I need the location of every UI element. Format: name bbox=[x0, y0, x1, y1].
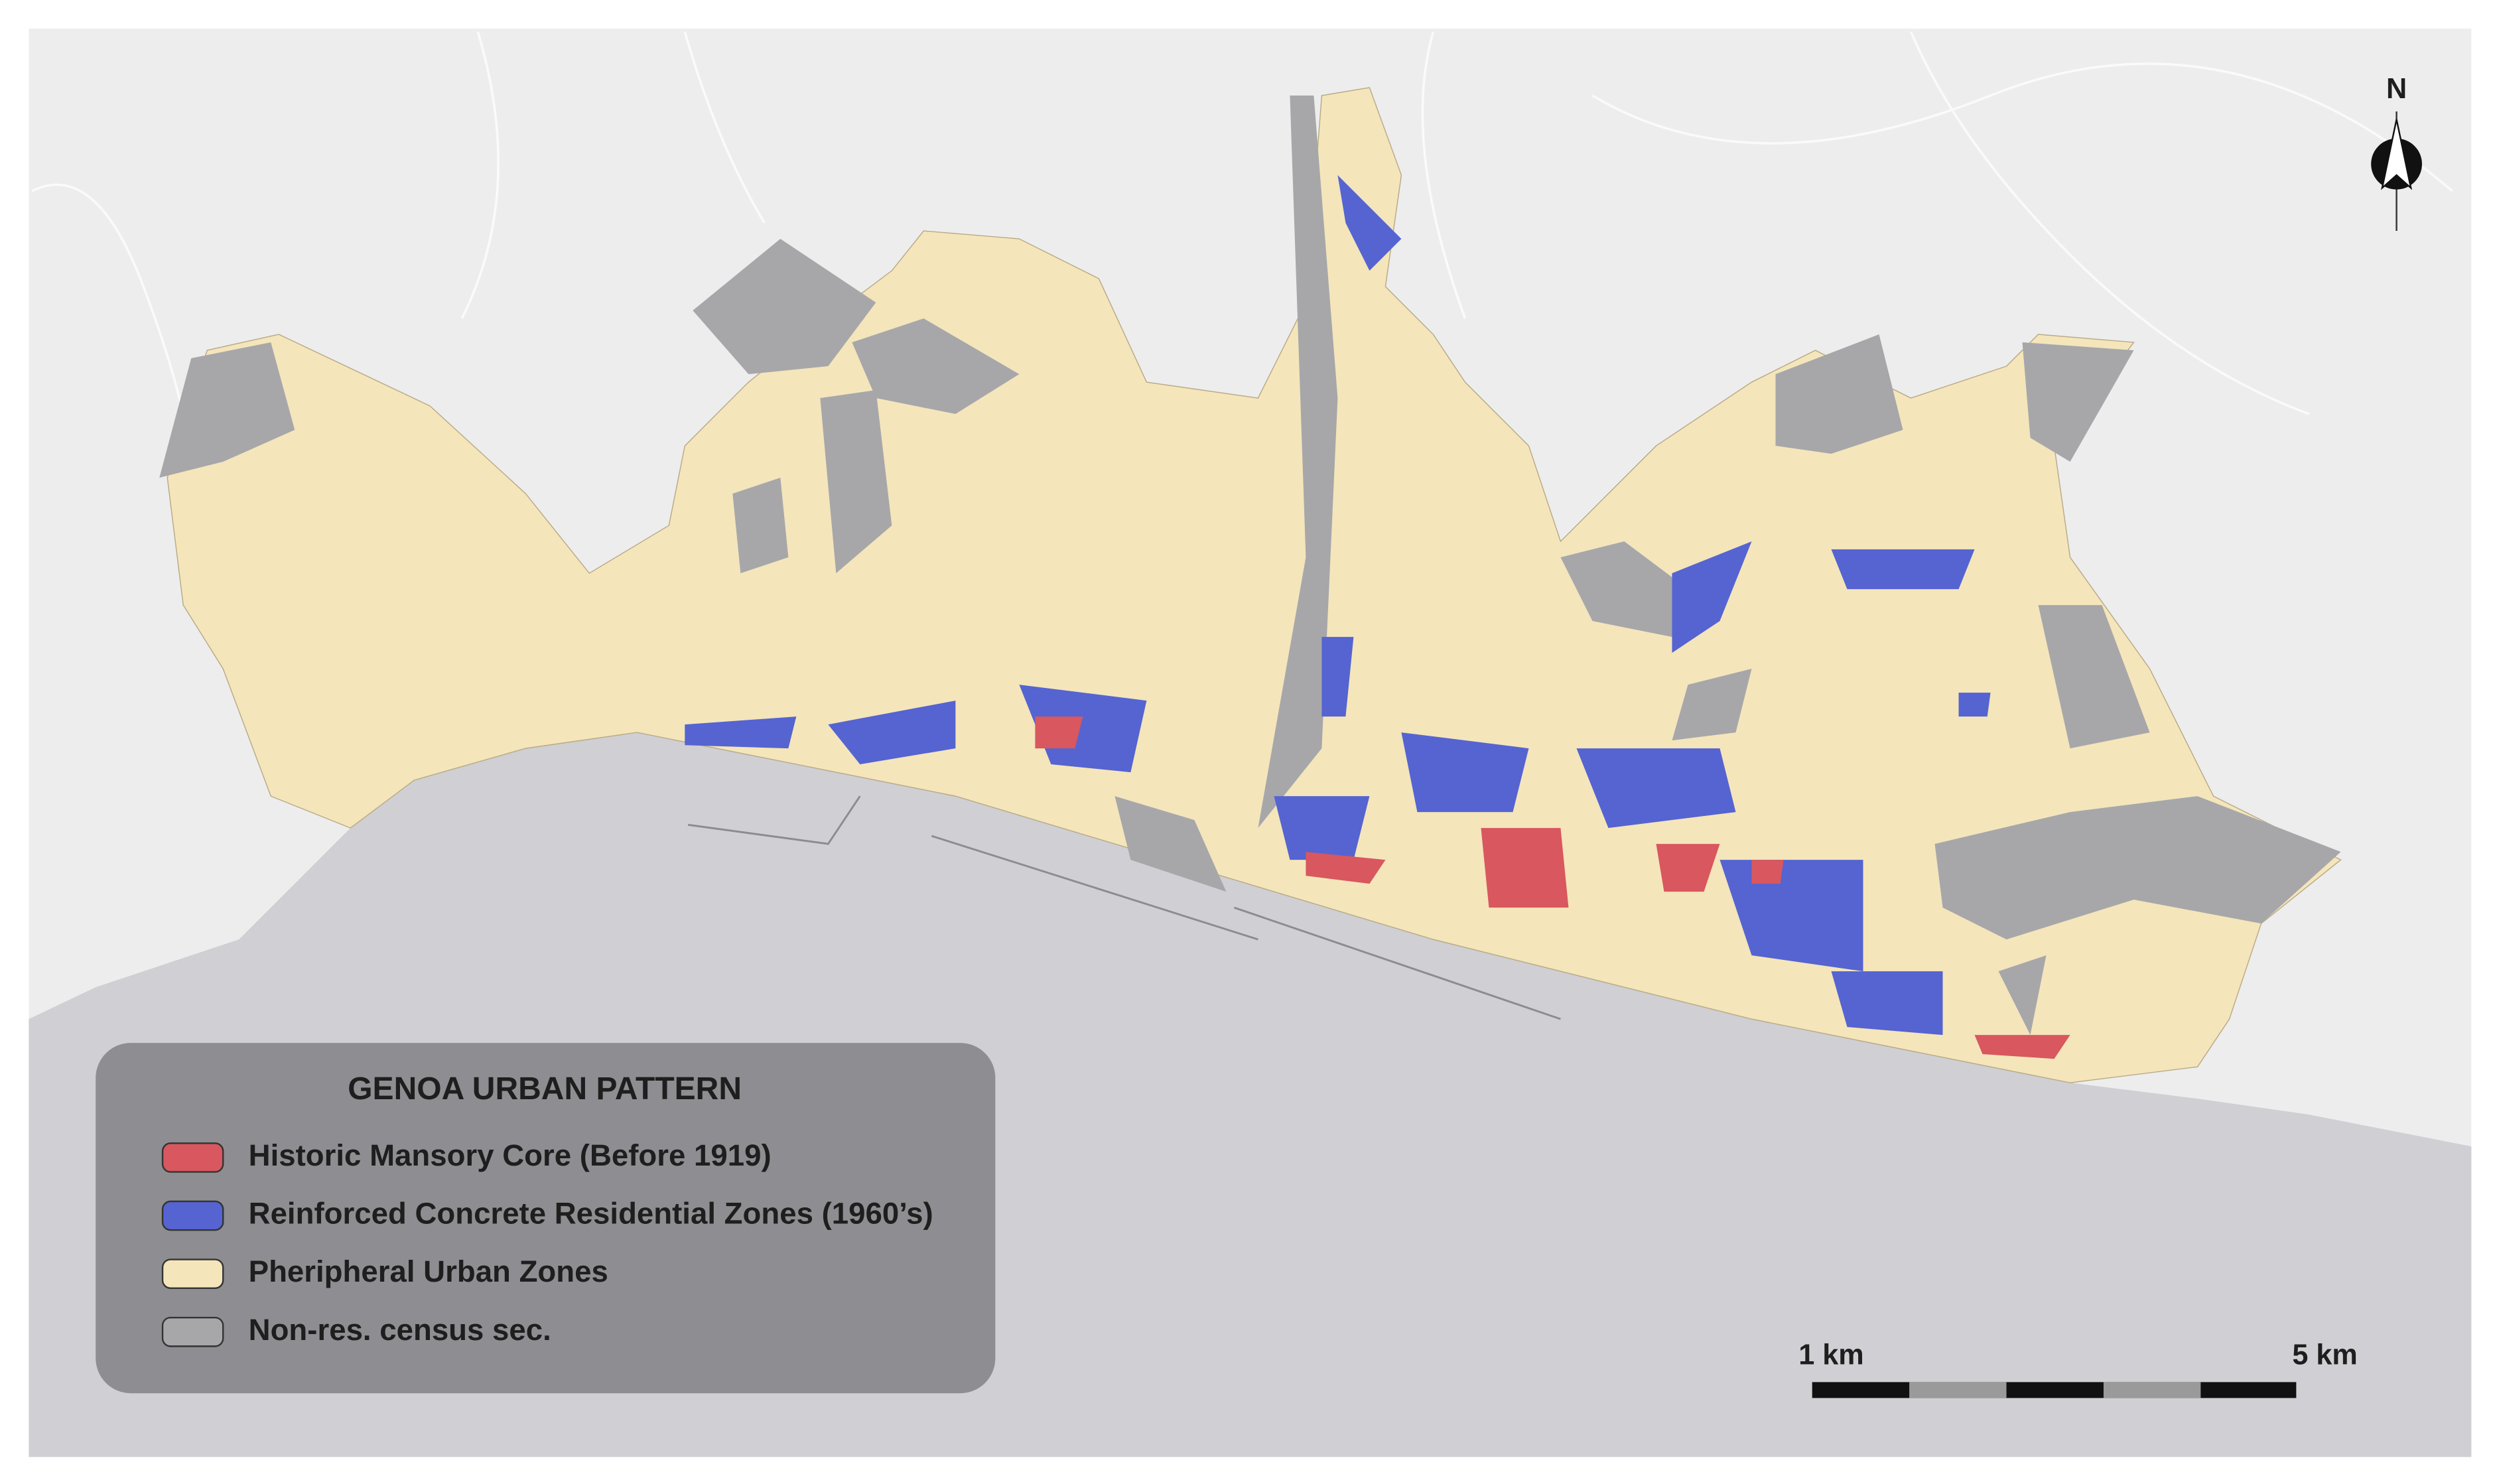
legend-items: Historic Mansory Core (Before 1919) Reinf… bbox=[161, 1138, 933, 1347]
legend-swatch bbox=[161, 1258, 224, 1289]
legend-label: Pheripheral Urban Zones bbox=[249, 1254, 608, 1288]
scale-bar: 1 km 5 km bbox=[1798, 1339, 2358, 1398]
legend-label: Non-res. census sec. bbox=[249, 1313, 551, 1347]
north-label: N bbox=[2386, 73, 2407, 105]
legend-title: GENOA URBAN PATTERN bbox=[348, 1071, 742, 1107]
concrete-zones bbox=[685, 175, 1991, 1036]
scale-bar-base bbox=[1812, 1382, 2297, 1398]
scale-end-label: 5 km bbox=[2292, 1339, 2357, 1371]
legend-label: Historic Mansory Core (Before 1919) bbox=[249, 1138, 772, 1172]
legend-label: Reinforced Concrete Residential Zones (1… bbox=[249, 1197, 933, 1231]
scale-bar-segment bbox=[2103, 1382, 2201, 1398]
scale-start-label: 1 km bbox=[1798, 1339, 1863, 1371]
legend-box bbox=[96, 1043, 996, 1394]
legend-swatch bbox=[161, 1316, 224, 1347]
north-arrow: N bbox=[2371, 73, 2422, 232]
historic-core bbox=[1035, 716, 2070, 1059]
port-piers bbox=[687, 795, 1561, 1020]
legend-swatch bbox=[161, 1200, 224, 1231]
legend-swatch bbox=[161, 1142, 224, 1173]
non-residential-sections bbox=[159, 96, 2341, 1036]
north-needle bbox=[2381, 119, 2413, 190]
terrain-roads bbox=[31, 31, 2453, 478]
scale-bar-segment bbox=[1909, 1382, 2007, 1398]
